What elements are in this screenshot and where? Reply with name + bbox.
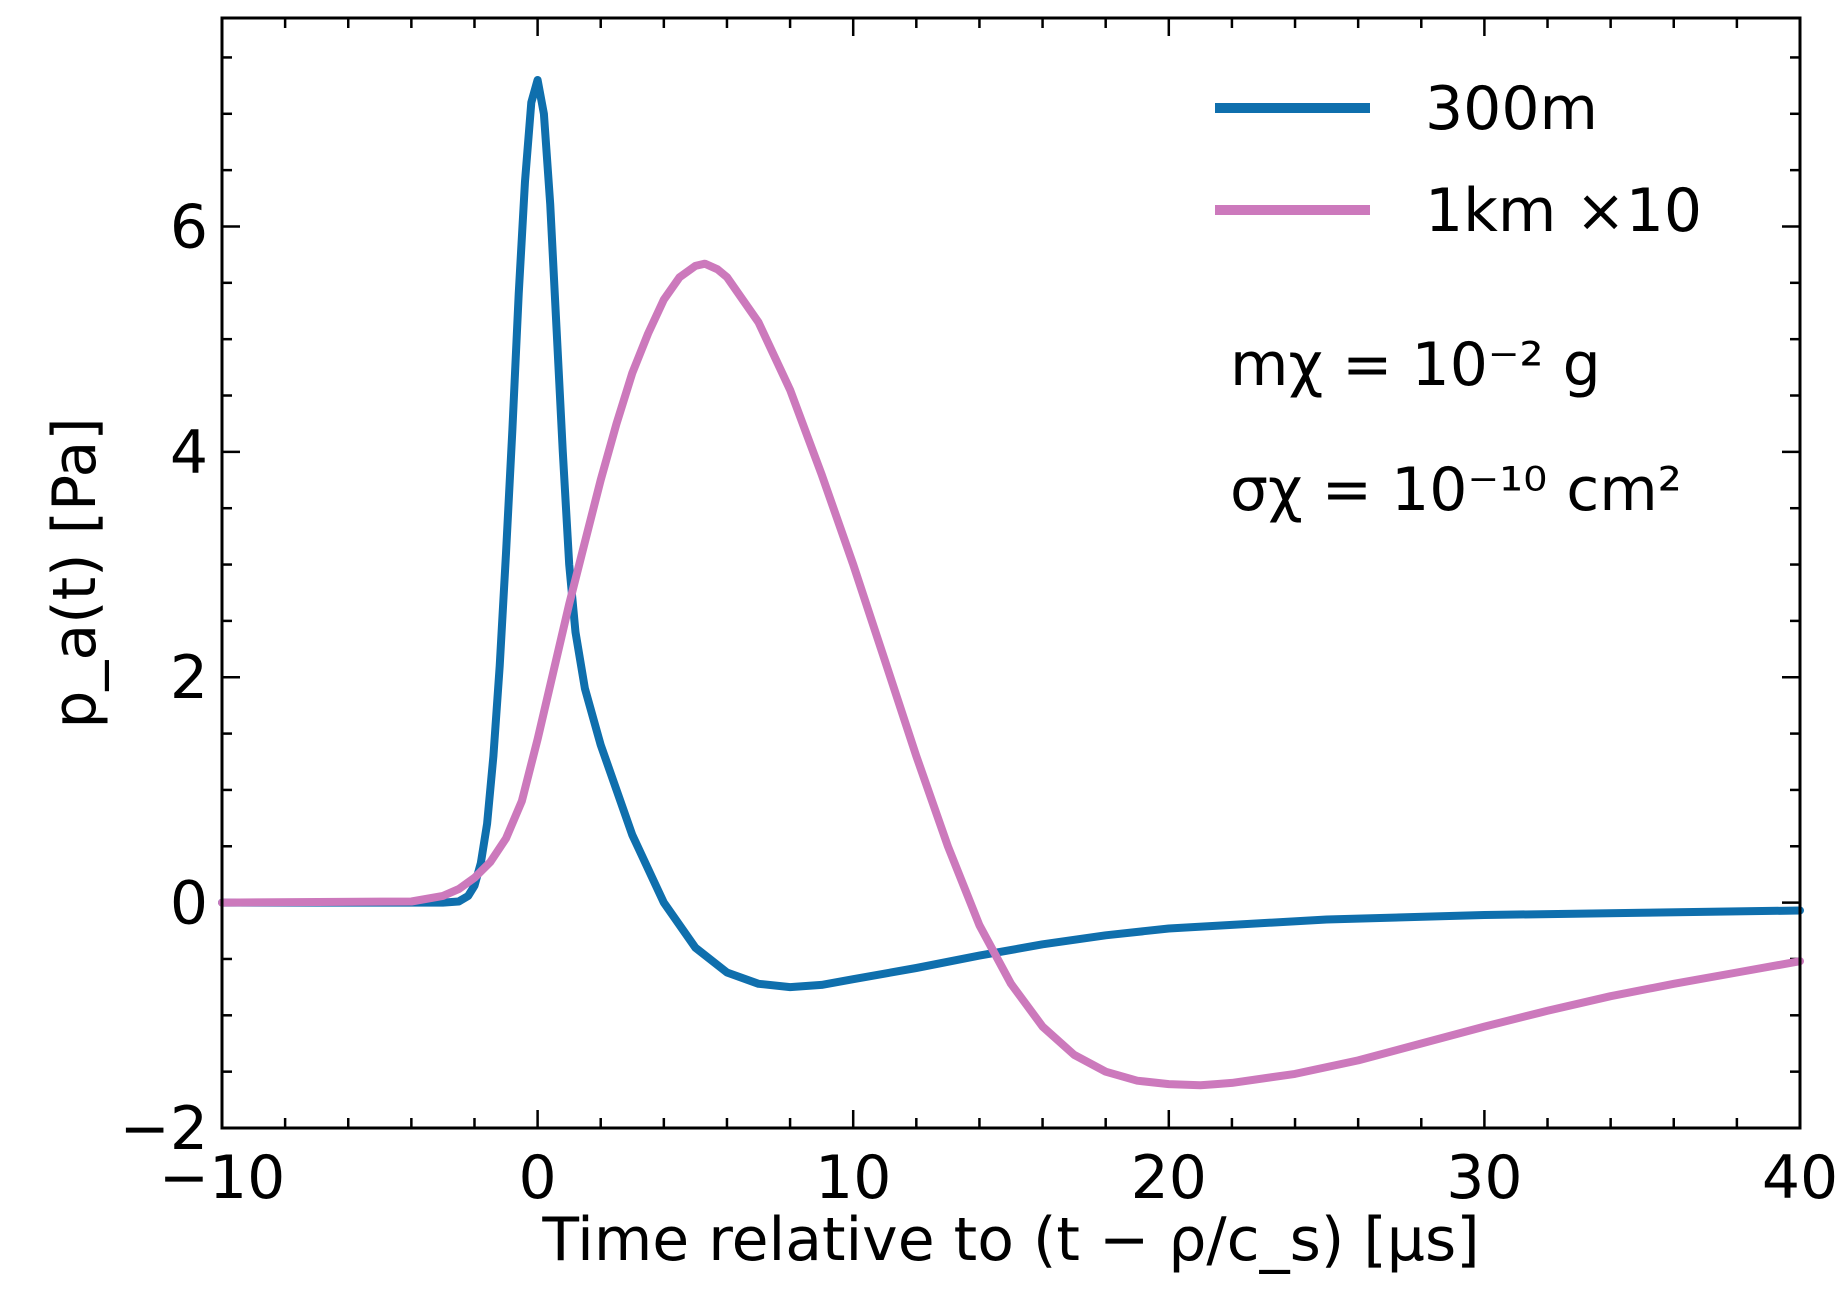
- x-tick-label: 10: [815, 1143, 891, 1213]
- y-tick-label: 2: [170, 643, 208, 713]
- legend: 300m 1km ×10: [1215, 74, 1702, 246]
- y-tick-label: −2: [120, 1094, 208, 1164]
- series-layer: [218, 76, 1804, 1090]
- annotation-cross-section: σχ = 10⁻¹⁰ cm²: [1230, 455, 1682, 525]
- x-tick-label: 40: [1762, 1143, 1838, 1213]
- x-tick-label: 30: [1446, 1143, 1522, 1213]
- y-tick-label: 4: [170, 418, 208, 488]
- x-tick-label: 20: [1131, 1143, 1207, 1213]
- series-line-1km: [218, 259, 1804, 1090]
- y-tick-label: 0: [170, 869, 208, 939]
- legend-label-300m: 300m: [1425, 74, 1598, 144]
- annotation-mass: mχ = 10⁻² g: [1230, 330, 1601, 400]
- plot-frame: [220, 16, 1802, 1130]
- x-tick-label: 0: [519, 1143, 557, 1213]
- y-axis-label: p_a(t) [Pa]: [40, 417, 110, 728]
- legend-label-1km: 1km ×10: [1425, 176, 1702, 246]
- x-tick-label: −10: [159, 1143, 286, 1213]
- y-tick-label: 6: [170, 192, 208, 262]
- tick-labels-layer: −10 0 10 20 30 40 −2 0 2 4 6: [120, 192, 1839, 1213]
- x-axis-label: Time relative to (t − ρ/c_s) [μs]: [541, 1205, 1479, 1275]
